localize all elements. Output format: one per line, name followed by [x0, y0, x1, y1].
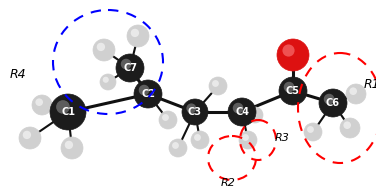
Circle shape [65, 141, 73, 149]
Circle shape [324, 94, 334, 104]
Text: C4: C4 [235, 107, 249, 117]
Circle shape [349, 87, 357, 95]
Text: C2: C2 [141, 89, 155, 99]
Text: C1: C1 [61, 107, 75, 117]
Text: C3: C3 [188, 107, 202, 117]
Circle shape [209, 77, 227, 95]
Circle shape [97, 43, 105, 51]
Circle shape [239, 131, 257, 149]
Circle shape [186, 103, 196, 113]
Circle shape [212, 80, 219, 87]
Circle shape [182, 99, 208, 125]
Text: R4: R4 [10, 68, 26, 81]
Text: C5: C5 [286, 86, 300, 96]
Circle shape [191, 131, 209, 149]
Circle shape [282, 44, 295, 57]
Circle shape [233, 103, 243, 113]
Text: R1: R1 [364, 78, 376, 91]
Circle shape [134, 80, 162, 108]
Circle shape [242, 134, 249, 141]
Text: R3: R3 [274, 133, 290, 143]
Circle shape [194, 134, 201, 141]
Circle shape [100, 74, 116, 90]
Circle shape [35, 98, 43, 106]
Circle shape [23, 131, 31, 139]
Text: C6: C6 [326, 98, 340, 108]
Circle shape [131, 29, 139, 37]
Circle shape [139, 85, 149, 95]
Circle shape [172, 142, 179, 149]
Circle shape [116, 54, 144, 82]
Circle shape [32, 95, 52, 115]
Circle shape [250, 110, 256, 116]
Circle shape [228, 98, 256, 126]
Circle shape [247, 107, 263, 123]
Circle shape [346, 84, 366, 104]
Circle shape [56, 100, 70, 114]
Circle shape [169, 139, 187, 157]
Circle shape [121, 59, 131, 69]
Circle shape [162, 114, 169, 121]
Circle shape [103, 77, 109, 83]
Text: C7: C7 [123, 63, 137, 73]
Circle shape [307, 126, 314, 133]
Circle shape [279, 77, 307, 105]
Circle shape [127, 25, 149, 47]
Circle shape [19, 127, 41, 149]
Circle shape [277, 39, 309, 71]
Circle shape [343, 121, 351, 129]
Circle shape [319, 89, 347, 117]
Text: R2: R2 [221, 178, 235, 188]
Circle shape [159, 111, 177, 129]
Circle shape [340, 118, 360, 138]
Circle shape [61, 137, 83, 159]
Circle shape [50, 94, 86, 130]
Circle shape [284, 82, 294, 92]
Circle shape [304, 123, 322, 141]
Circle shape [93, 39, 115, 61]
